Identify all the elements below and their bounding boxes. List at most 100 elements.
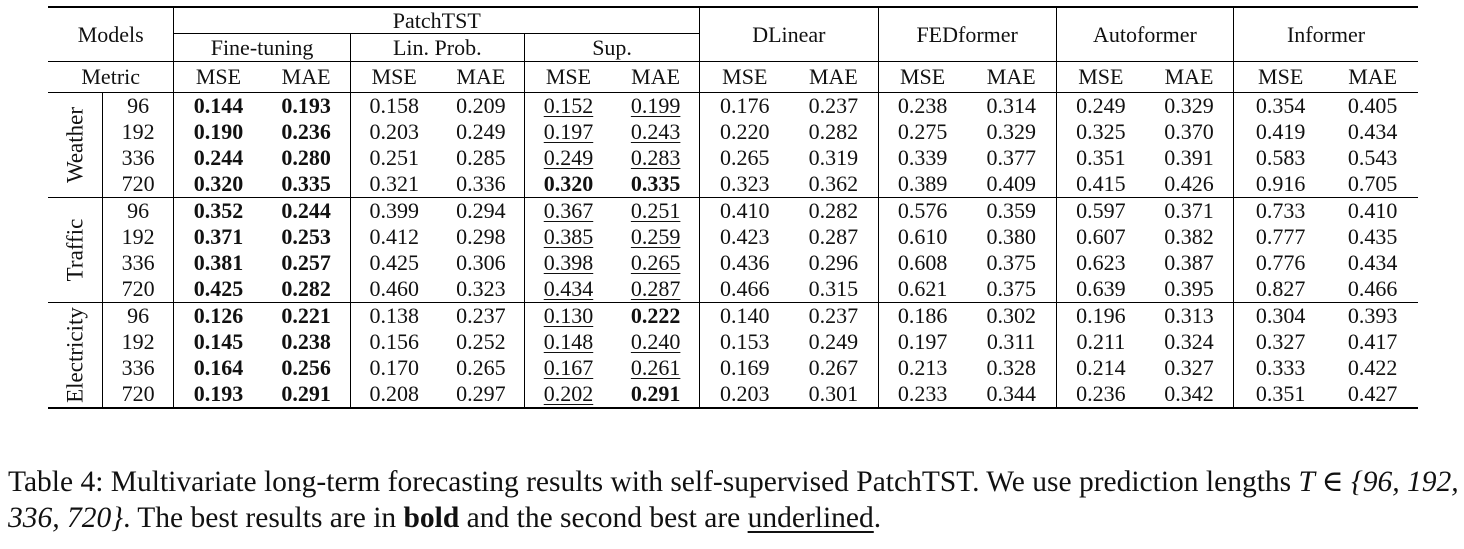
value-cell: 0.916 [1233, 171, 1328, 198]
models-label: Models [48, 6, 174, 62]
value-text: 0.252 [456, 329, 506, 354]
metric-header-cell: MAE [1327, 61, 1418, 93]
value-cell: 0.311 [967, 329, 1057, 355]
value-cell: 0.435 [1327, 224, 1418, 250]
metric-label: Metric [48, 61, 174, 93]
value-cell: 0.287 [612, 276, 700, 303]
value-text: 0.249 [1076, 93, 1126, 118]
value-cell: 0.140 [699, 302, 790, 329]
dataset-label-text: Weather [62, 106, 88, 184]
value-text: 0.203 [369, 119, 419, 144]
value-text: 0.417 [1347, 329, 1398, 354]
value-cell: 0.344 [966, 381, 1057, 409]
value-text: 0.249 [808, 329, 859, 354]
value-cell: 0.321 [349, 171, 438, 198]
value-text: 0.607 [1076, 224, 1126, 249]
horizon-cell: 720 [101, 381, 174, 409]
value-text: 0.237 [456, 303, 506, 328]
value-text: 0.393 [1347, 303, 1398, 328]
value-cell: 0.209 [437, 92, 525, 119]
value-cell: 0.375 [967, 276, 1057, 303]
value-text: 0.236 [281, 119, 331, 144]
value-text: 0.243 [630, 119, 681, 144]
dataset-label-electricity: Electricity [48, 302, 103, 409]
metric-header-cell: MAE [789, 61, 878, 93]
value-cell: 0.259 [612, 224, 700, 250]
value-text: 0.375 [986, 250, 1036, 275]
value-text: 0.265 [720, 145, 770, 170]
sup-header: Sup. [523, 33, 700, 62]
value-cell: 0.327 [1233, 329, 1328, 355]
value-cell: 0.543 [1327, 145, 1418, 171]
value-cell: 0.324 [1145, 329, 1234, 355]
table-row: 720 0.425 0.282 0.460 0.323 0.434 0.287 0.466 0.… [48, 276, 1418, 303]
header-row-patchtst-sub: Fine-tuning Lin. Prob. Sup. [48, 33, 1418, 62]
value-cell: 0.607 [1055, 224, 1145, 250]
metric-header-cell: MAE [1144, 61, 1234, 93]
metric-header-cell: MSE [877, 61, 967, 93]
value-text: 0.351 [1255, 381, 1306, 406]
value-text: 0.282 [808, 119, 859, 144]
value-text: 0.158 [369, 93, 419, 118]
value-cell: 0.244 [262, 197, 351, 224]
value-cell: 0.296 [789, 250, 878, 276]
value-cell: 0.460 [349, 276, 438, 303]
value-text: 0.352 [193, 198, 244, 223]
value-cell: 0.329 [1144, 92, 1234, 119]
value-cell: 0.315 [789, 276, 878, 303]
metric-header-cell: MAE [437, 61, 525, 93]
value-text: 0.387 [1164, 250, 1214, 275]
value-cell: 0.193 [173, 381, 263, 409]
value-cell: 0.202 [523, 381, 613, 409]
value-cell: 0.257 [263, 250, 351, 276]
value-cell: 0.244 [173, 145, 263, 171]
value-cell: 0.170 [349, 355, 438, 381]
value-text: 0.371 [193, 224, 244, 249]
value-text: 0.339 [897, 145, 948, 170]
table-caption: Table 4: Multivariate long-term forecast… [8, 464, 1460, 536]
value-text: 0.375 [986, 276, 1036, 301]
table-row: 720 0.193 0.291 0.208 0.297 0.202 0.291 0.203 0.… [48, 381, 1418, 409]
value-text: 0.435 [1347, 224, 1398, 249]
value-cell: 0.237 [789, 302, 878, 329]
value-cell: 0.222 [612, 302, 700, 329]
value-text: 0.412 [369, 224, 419, 249]
value-cell: 0.152 [523, 92, 613, 119]
value-text: 0.220 [720, 119, 770, 144]
value-text: 0.371 [1164, 198, 1214, 223]
value-text: 0.426 [1164, 171, 1214, 196]
value-text: 0.298 [456, 224, 506, 249]
value-text: 0.425 [369, 250, 419, 275]
value-cell: 0.249 [438, 119, 525, 145]
value-cell: 0.426 [1145, 171, 1234, 198]
value-text: 0.233 [897, 381, 948, 406]
value-cell: 0.265 [699, 145, 790, 171]
value-cell: 0.434 [523, 276, 613, 303]
value-cell: 0.251 [349, 145, 438, 171]
value-cell: 0.466 [699, 276, 790, 303]
value-cell: 0.409 [967, 171, 1057, 198]
value-cell: 0.387 [1145, 250, 1234, 276]
value-text: 0.282 [281, 276, 331, 301]
value-cell: 0.208 [349, 381, 438, 409]
value-cell: 0.130 [523, 302, 613, 329]
value-cell: 0.608 [877, 250, 967, 276]
value-text: 0.328 [986, 355, 1036, 380]
value-text: 0.211 [1076, 329, 1126, 354]
table-row: 720 0.320 0.335 0.321 0.336 0.320 0.335 0.323 0.… [48, 171, 1418, 198]
value-cell: 0.610 [877, 224, 967, 250]
autoformer-header: Autoformer [1055, 6, 1234, 62]
value-text: 0.415 [1076, 171, 1126, 196]
value-cell: 0.398 [523, 250, 613, 276]
value-text: 0.213 [897, 355, 948, 380]
value-text: 0.621 [897, 276, 948, 301]
dataset-label-weather: Weather [48, 92, 103, 198]
value-text: 0.327 [1255, 329, 1306, 354]
value-text: 0.335 [281, 171, 331, 196]
table-row: 192 0.371 0.253 0.412 0.298 0.385 0.259 0.423 0.… [48, 224, 1418, 250]
value-cell: 0.138 [349, 302, 438, 329]
caption-underline-word: underlined [747, 502, 874, 534]
value-cell: 0.196 [1055, 302, 1145, 329]
value-text: 0.156 [369, 329, 419, 354]
value-text: 0.294 [456, 198, 506, 223]
